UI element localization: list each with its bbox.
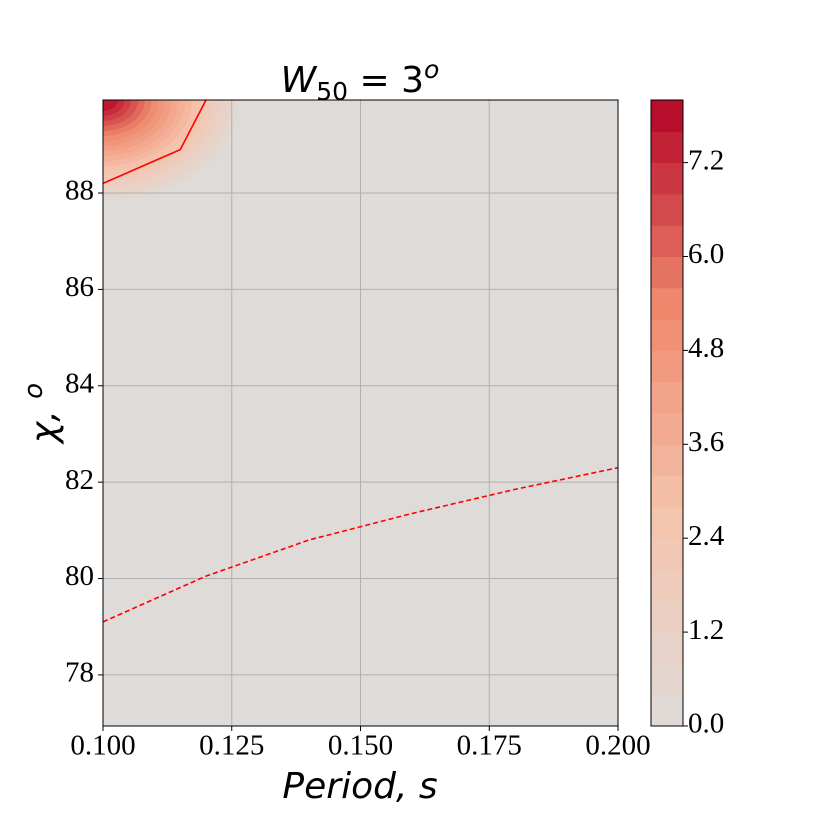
colorbar-band <box>651 694 683 727</box>
colorbar-tick-label: 1.2 <box>688 614 724 646</box>
contour-band <box>103 100 118 111</box>
y-tick-label: 86 <box>65 271 94 303</box>
title-sup: o <box>424 55 439 84</box>
y-tick-label: 82 <box>65 464 94 496</box>
colorbar-band <box>651 193 683 226</box>
y-tick-label: 78 <box>65 657 94 689</box>
colorbar-band <box>651 319 683 351</box>
chart-title: W50 = 3o <box>281 55 440 106</box>
colorbar-tick-label: 4.8 <box>688 332 724 364</box>
colorbar-band <box>651 475 683 508</box>
y-tick-label: 80 <box>65 560 94 592</box>
colorbar-band <box>651 162 683 195</box>
colorbar-band <box>651 538 683 570</box>
x-tick-label: 0.125 <box>199 730 264 762</box>
title-main: W <box>281 60 318 101</box>
colorbar-tick-label: 6.0 <box>688 238 724 270</box>
colorbar-tick-label: 0.0 <box>688 708 724 740</box>
title-sub: 50 <box>316 77 348 106</box>
colorbar-band <box>651 381 683 414</box>
colorbar-band <box>651 600 683 633</box>
y-label-sup: o <box>19 383 49 399</box>
contour-line <box>103 466 618 623</box>
y-tick-label: 88 <box>65 175 94 207</box>
colorbar-band <box>651 256 683 289</box>
plot-area <box>103 100 618 726</box>
colorbar-band <box>651 225 683 257</box>
colorbar-band <box>651 506 683 539</box>
colorbar-frame <box>650 99 684 727</box>
colorbar-band <box>651 444 683 477</box>
x-tick-label: 0.175 <box>457 730 522 762</box>
contour-line <box>103 100 207 185</box>
x-axis-label: Period, s <box>282 766 437 807</box>
colorbar-band <box>651 100 683 132</box>
colorbar-band <box>651 287 683 320</box>
x-tick-label: 0.150 <box>328 730 393 762</box>
colorbar-tick-label: 2.4 <box>688 520 725 552</box>
x-tick-label: 0.100 <box>70 730 135 762</box>
overlay: 0.100 0.125 0.150 0.175 0.200 78 80 82 84 86 88 0.0… <box>65 99 725 762</box>
title-eq: = 3 <box>348 60 424 101</box>
colorbar-band <box>651 632 683 664</box>
colorbar-tick-label: 3.6 <box>688 426 724 458</box>
x-tick-label: 0.200 <box>585 730 650 762</box>
y-tick-label: 84 <box>65 367 95 399</box>
colorbar-band <box>651 350 683 383</box>
y-label-main: χ, <box>24 399 65 445</box>
colorbar-tick-label: 7.2 <box>688 144 724 176</box>
colorbar-band <box>651 131 683 164</box>
y-axis-label: χ, o <box>19 383 65 445</box>
colorbar-band <box>651 663 683 696</box>
colorbar-band <box>651 413 683 445</box>
colorbar-band <box>651 569 683 602</box>
